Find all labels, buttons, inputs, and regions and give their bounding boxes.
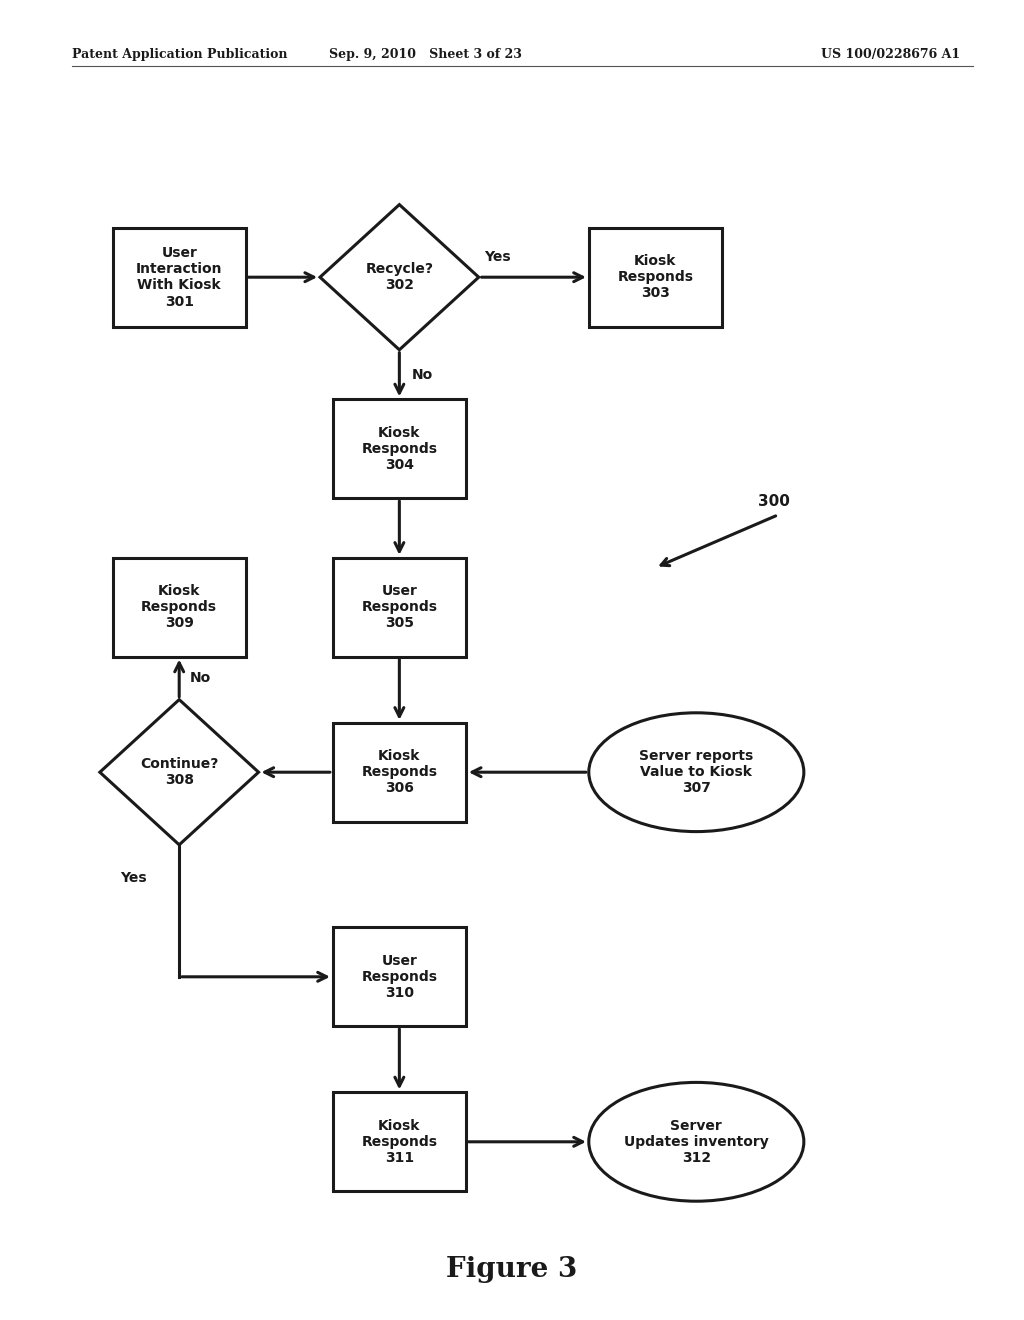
FancyBboxPatch shape xyxy=(333,927,466,1027)
Text: Patent Application Publication: Patent Application Publication xyxy=(72,48,287,61)
FancyBboxPatch shape xyxy=(113,227,246,326)
Text: Yes: Yes xyxy=(120,871,146,884)
FancyBboxPatch shape xyxy=(113,557,246,656)
FancyBboxPatch shape xyxy=(333,1093,466,1191)
Text: User
Responds
310: User Responds 310 xyxy=(361,953,437,1001)
Text: Kiosk
Responds
311: Kiosk Responds 311 xyxy=(361,1118,437,1166)
Text: Kiosk
Responds
304: Kiosk Responds 304 xyxy=(361,425,437,473)
Text: No: No xyxy=(189,671,211,685)
Text: Server reports
Value to Kiosk
307: Server reports Value to Kiosk 307 xyxy=(639,748,754,796)
FancyBboxPatch shape xyxy=(333,399,466,498)
Text: Sep. 9, 2010   Sheet 3 of 23: Sep. 9, 2010 Sheet 3 of 23 xyxy=(329,48,521,61)
Text: Kiosk
Responds
303: Kiosk Responds 303 xyxy=(617,253,693,301)
Text: Figure 3: Figure 3 xyxy=(446,1257,578,1283)
Text: No: No xyxy=(412,367,433,381)
Text: Server
Updates inventory
312: Server Updates inventory 312 xyxy=(624,1118,769,1166)
Text: Yes: Yes xyxy=(484,251,511,264)
Text: Continue?
308: Continue? 308 xyxy=(140,758,218,787)
FancyBboxPatch shape xyxy=(333,722,466,821)
Text: US 100/0228676 A1: US 100/0228676 A1 xyxy=(821,48,961,61)
FancyBboxPatch shape xyxy=(589,227,722,326)
Polygon shape xyxy=(319,205,479,350)
Text: Kiosk
Responds
306: Kiosk Responds 306 xyxy=(361,748,437,796)
Ellipse shape xyxy=(589,1082,804,1201)
Text: User
Responds
305: User Responds 305 xyxy=(361,583,437,631)
Polygon shape xyxy=(99,700,258,845)
FancyBboxPatch shape xyxy=(333,557,466,656)
Text: Kiosk
Responds
309: Kiosk Responds 309 xyxy=(141,583,217,631)
Text: 300: 300 xyxy=(758,494,790,510)
Text: Recycle?
302: Recycle? 302 xyxy=(366,263,433,292)
Text: User
Interaction
With Kiosk
301: User Interaction With Kiosk 301 xyxy=(136,246,222,309)
Ellipse shape xyxy=(589,713,804,832)
